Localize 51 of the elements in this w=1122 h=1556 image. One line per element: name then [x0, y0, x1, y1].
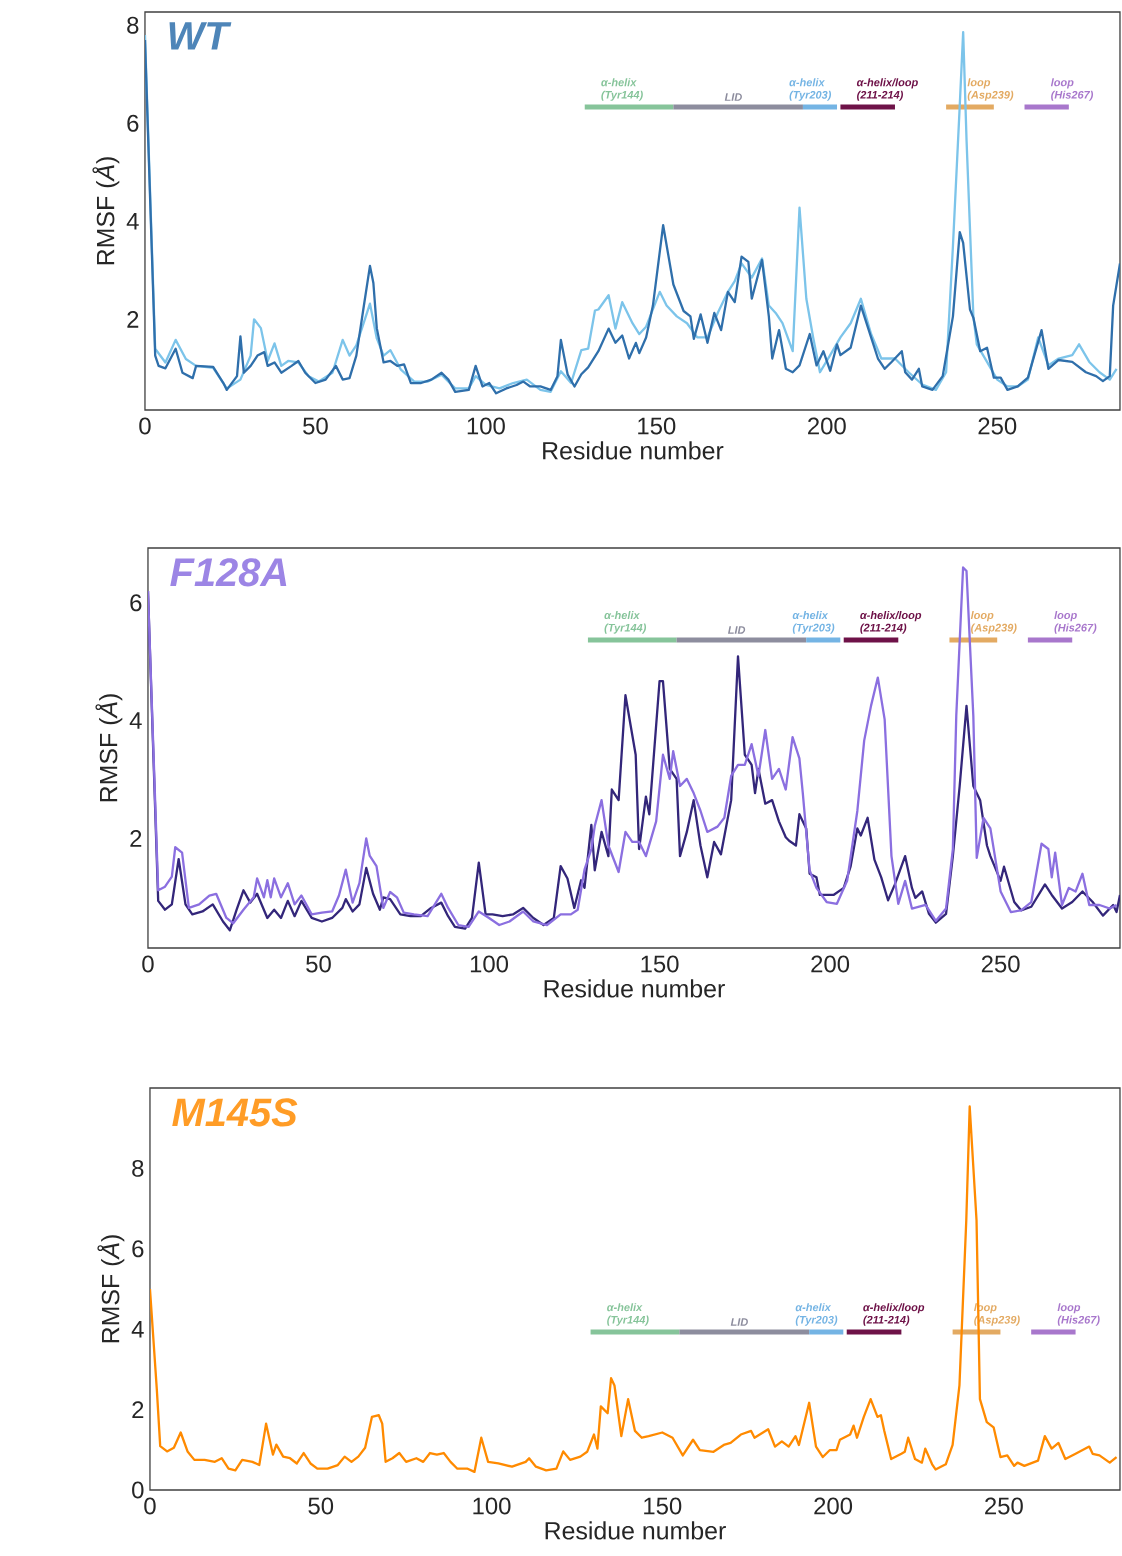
y-tick-label: 4 — [131, 1320, 144, 1338]
x-tick-label: 250 — [981, 955, 1020, 973]
y-tick-label: 6 — [127, 114, 139, 132]
x-tick-label: 50 — [306, 955, 331, 973]
chart-title: F128A — [170, 558, 287, 587]
x-axis-title: Residue number — [544, 979, 725, 998]
y-tick-label: 2 — [132, 1401, 144, 1418]
x-tick-label: 100 — [473, 1497, 511, 1515]
x-axis-title: Residue number — [543, 441, 724, 460]
x-tick-label: 150 — [644, 1497, 682, 1515]
x-tick-label: 0 — [144, 1497, 156, 1515]
y-tick-label: 4 — [129, 712, 142, 729]
series-label: loop (His267) — [1054, 611, 1097, 634]
x-tick-label: 250 — [985, 1497, 1023, 1515]
y-tick-label: 8 — [132, 1159, 144, 1177]
x-tick-label: 100 — [470, 955, 509, 973]
x-tick-label: 50 — [303, 417, 328, 435]
series-label: loop (Asp239) — [970, 611, 1017, 634]
series-label: loop (Asp239) — [967, 78, 1014, 101]
series-label: LID — [724, 93, 742, 101]
series-label: α-helix/loop (211-214) — [860, 611, 922, 634]
y-tick-label: 4 — [126, 213, 139, 230]
x-tick-label: 150 — [638, 417, 676, 435]
series-label: α-helix (Tyr203) — [795, 1303, 838, 1326]
y-tick-label: 2 — [130, 830, 142, 847]
y-tick-label: 8 — [127, 16, 139, 34]
x-tick-label: 50 — [308, 1497, 334, 1515]
x-tick-label: 250 — [978, 417, 1017, 435]
series-label: LID — [730, 1318, 748, 1326]
series-label: loop (His267) — [1057, 1303, 1100, 1326]
x-tick-label: 200 — [811, 955, 850, 973]
chart-title: M145S — [172, 1098, 298, 1127]
series-label: LID — [728, 626, 746, 634]
y-tick-label: 6 — [132, 1240, 144, 1258]
x-axis-title: Residue number — [545, 1521, 726, 1540]
x-tick-label: 200 — [814, 1497, 853, 1515]
x-tick-label: 150 — [641, 955, 679, 973]
y-tick-label: 0 — [132, 1481, 144, 1499]
chart-title: WT — [169, 22, 232, 50]
series-label: α-helix (Tyr203) — [792, 611, 835, 634]
x-tick-label: 200 — [808, 417, 846, 435]
series-label: α-helix (Tyr144) — [607, 1303, 649, 1326]
series-label: α-helix/loop (211-214) — [856, 78, 918, 101]
y-tick-label: 2 — [127, 310, 139, 328]
series-label: α-helix/loop (211-214) — [863, 1303, 925, 1326]
series-label: α-helix (Tyr144) — [601, 78, 643, 101]
series-label: α-helix (Tyr203) — [789, 78, 832, 101]
y-tick-label: 6 — [130, 594, 142, 612]
x-tick-label: 100 — [467, 417, 505, 435]
series-label: α-helix (Tyr144) — [604, 611, 647, 634]
series-label: loop (His267) — [1050, 78, 1094, 101]
